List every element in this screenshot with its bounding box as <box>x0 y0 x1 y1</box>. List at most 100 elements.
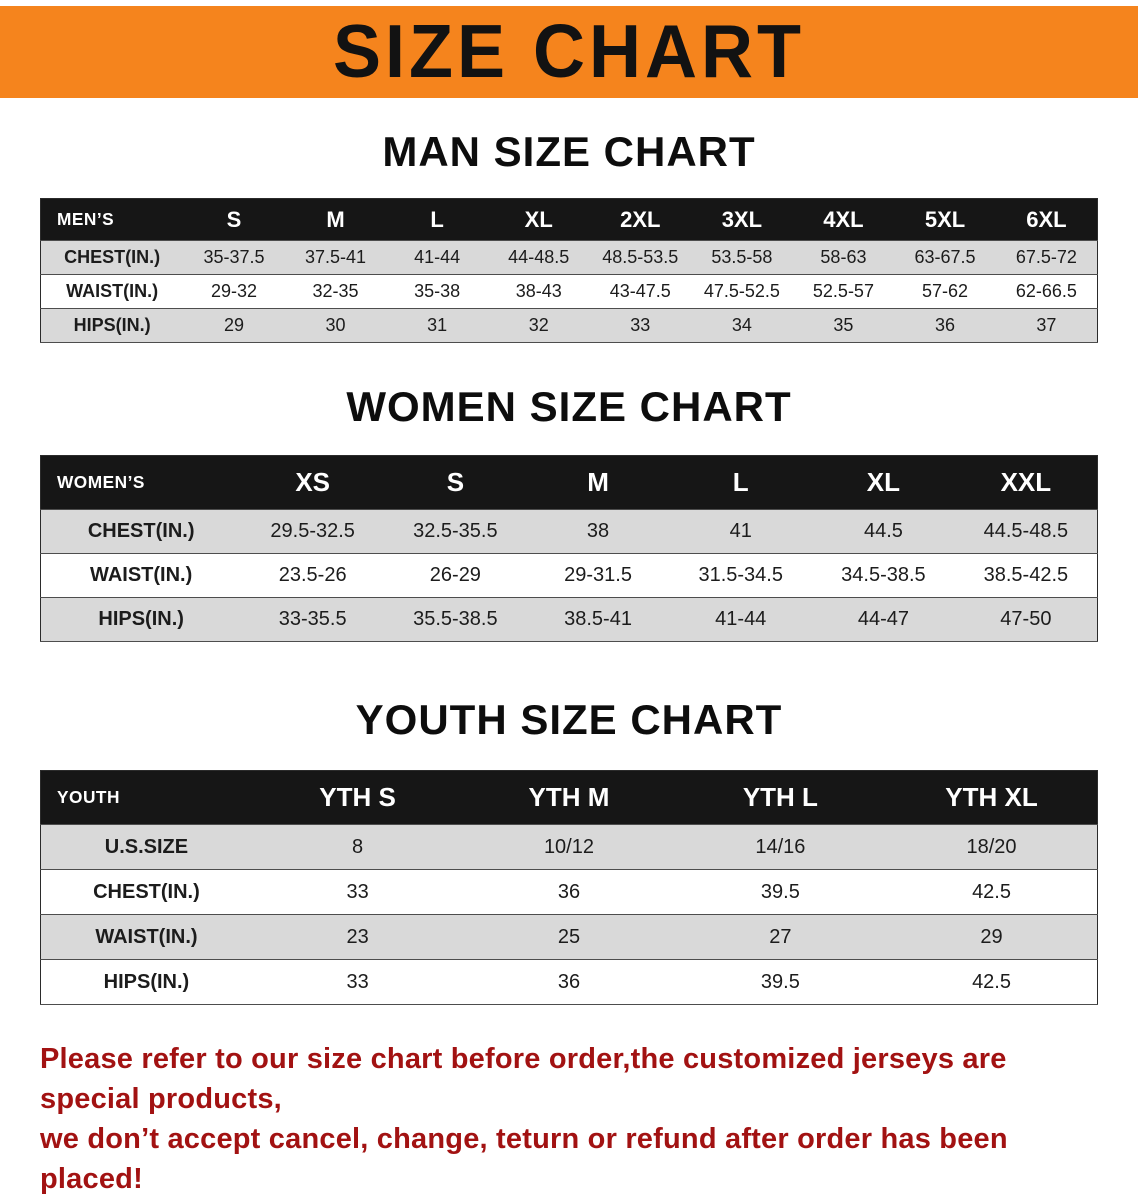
table-header-row: YOUTH YTH S YTH M YTH L YTH XL <box>40 770 1098 825</box>
size-column-header: XL <box>812 455 955 510</box>
size-value-cell: 14/16 <box>674 824 887 870</box>
size-column-header: L <box>669 455 813 510</box>
size-value-cell: 38.5-41 <box>526 597 670 642</box>
table-row: WAIST(IN.) 23 25 27 29 <box>40 914 1098 960</box>
size-value-cell: 37.5-41 <box>284 240 387 275</box>
size-column-header: YTH XL <box>886 770 1098 825</box>
size-value-cell: 36 <box>463 959 675 1005</box>
size-column-header: YTH L <box>674 770 887 825</box>
size-value-cell: 67.5-72 <box>995 240 1098 275</box>
size-value-cell: 62-66.5 <box>995 274 1098 309</box>
row-label-cell: CHEST(IN.) <box>40 509 242 554</box>
row-label-cell: HIPS(IN.) <box>40 597 242 642</box>
table-row: CHEST(IN.) 29.5-32.5 32.5-35.5 38 41 44.5 44.5… <box>40 509 1098 554</box>
row-label-cell: WAIST(IN.) <box>40 914 252 960</box>
size-column-header: 5XL <box>894 198 996 241</box>
size-column-header: 3XL <box>691 198 793 241</box>
size-chart-title: SIZE CHART <box>333 10 805 95</box>
size-value-cell: 47.5-52.5 <box>691 274 793 309</box>
size-value-cell: 29-32 <box>183 274 285 309</box>
size-value-cell: 35.5-38.5 <box>384 597 527 642</box>
size-value-cell: 29 <box>886 914 1098 960</box>
size-value-cell: 34.5-38.5 <box>812 553 955 598</box>
size-column-header: 6XL <box>995 198 1098 241</box>
size-value-cell: 38.5-42.5 <box>954 553 1098 598</box>
size-column-header: XXL <box>954 455 1098 510</box>
size-column-header: XL <box>487 198 590 241</box>
size-value-cell: 32-35 <box>284 274 387 309</box>
size-value-cell: 48.5-53.5 <box>589 240 692 275</box>
size-value-cell: 57-62 <box>894 274 996 309</box>
size-value-cell: 10/12 <box>463 824 675 870</box>
disclaimer-note: Please refer to our size chart before or… <box>40 1039 1098 1199</box>
size-value-cell: 33-35.5 <box>241 597 385 642</box>
size-value-cell: 37 <box>995 308 1098 343</box>
size-value-cell: 42.5 <box>886 959 1098 1005</box>
size-value-cell: 39.5 <box>674 869 887 915</box>
row-label-cell: U.S.SIZE <box>40 824 252 870</box>
size-value-cell: 29 <box>183 308 285 343</box>
size-value-cell: 25 <box>463 914 675 960</box>
men-section-heading: MAN SIZE CHART <box>382 128 756 175</box>
table-row: U.S.SIZE 8 10/12 14/16 18/20 <box>40 824 1098 870</box>
size-value-cell: 38-43 <box>487 274 590 309</box>
youth-size-table: YOUTH YTH S YTH M YTH L YTH XL U.S.SIZE 8 10/12… <box>40 770 1098 1005</box>
size-column-header: M <box>526 455 670 510</box>
size-value-cell: 58-63 <box>792 240 895 275</box>
table-row: WAIST(IN.) 23.5-26 26-29 29-31.5 31.5-34.5 34… <box>40 553 1098 598</box>
size-value-cell: 23.5-26 <box>241 553 385 598</box>
size-table: YOUTH YTH S YTH M YTH L YTH XL U.S.SIZE 8 10/12… <box>40 770 1098 1005</box>
size-value-cell: 44-47 <box>812 597 955 642</box>
size-value-cell: 41-44 <box>669 597 813 642</box>
table-row: HIPS(IN.) 33-35.5 35.5-38.5 38.5-41 41-44 44-… <box>40 597 1098 642</box>
mens-size-table: MEN’S S M L XL 2XL 3XL 4XL 5XL 6XL CHEST(IN.) 35-37… <box>40 198 1098 343</box>
size-value-cell: 23 <box>251 914 464 960</box>
size-column-header: S <box>384 455 527 510</box>
youth-section-heading: YOUTH SIZE CHART <box>355 696 783 743</box>
size-value-cell: 39.5 <box>674 959 887 1005</box>
size-table: WOMEN’S XS S M L XL XXL CHEST(IN.) 29.5-32.5 32.5… <box>40 455 1098 642</box>
size-table: MEN’S S M L XL 2XL 3XL 4XL 5XL 6XL CHEST(IN.) 35-37… <box>40 198 1098 343</box>
womens-size-table: WOMEN’S XS S M L XL XXL CHEST(IN.) 29.5-32.5 32.5… <box>40 455 1098 642</box>
table-title-cell: YOUTH <box>40 770 252 825</box>
size-column-header: S <box>183 198 285 241</box>
size-column-header: L <box>386 198 488 241</box>
size-column-header: YTH M <box>463 770 675 825</box>
size-value-cell: 29-31.5 <box>526 553 670 598</box>
size-value-cell: 42.5 <box>886 869 1098 915</box>
size-column-header: M <box>284 198 387 241</box>
table-header-row: MEN’S S M L XL 2XL 3XL 4XL 5XL 6XL <box>40 198 1098 241</box>
youth-size-section: YOUTH SIZE CHART YOUTH YTH S YTH M YTH L YTH… <box>0 696 1138 1005</box>
size-value-cell: 35-37.5 <box>183 240 285 275</box>
men-size-section: MAN SIZE CHART MEN’S S M L XL 2XL 3XL 4XL 5XL 6XL… <box>0 128 1138 343</box>
table-row: HIPS(IN.) 33 36 39.5 42.5 <box>40 959 1098 1005</box>
size-value-cell: 30 <box>284 308 387 343</box>
table-row: WAIST(IN.) 29-32 32-35 35-38 38-43 43-47.5 47.… <box>40 274 1098 309</box>
size-value-cell: 33 <box>589 308 692 343</box>
size-value-cell: 38 <box>526 509 670 554</box>
size-column-header: 4XL <box>792 198 895 241</box>
row-label-cell: HIPS(IN.) <box>40 959 252 1005</box>
size-value-cell: 32 <box>487 308 590 343</box>
disclaimer-line-1: Please refer to our size chart before or… <box>40 1043 1007 1115</box>
table-row: CHEST(IN.) 35-37.5 37.5-41 41-44 44-48.5 48.5… <box>40 240 1098 275</box>
women-section-heading: WOMEN SIZE CHART <box>346 383 792 430</box>
size-value-cell: 18/20 <box>886 824 1098 870</box>
table-title-cell: MEN’S <box>40 198 184 241</box>
size-value-cell: 44.5 <box>812 509 955 554</box>
size-column-header: XS <box>241 455 385 510</box>
size-value-cell: 41-44 <box>386 240 488 275</box>
size-value-cell: 35 <box>792 308 895 343</box>
size-value-cell: 47-50 <box>954 597 1098 642</box>
size-value-cell: 41 <box>669 509 813 554</box>
size-chart-banner: SIZE CHART <box>0 6 1138 98</box>
size-value-cell: 31.5-34.5 <box>669 553 813 598</box>
table-row: CHEST(IN.) 33 36 39.5 42.5 <box>40 869 1098 915</box>
size-value-cell: 35-38 <box>386 274 488 309</box>
table-title-cell: WOMEN’S <box>40 455 242 510</box>
size-value-cell: 32.5-35.5 <box>384 509 527 554</box>
size-value-cell: 44-48.5 <box>487 240 590 275</box>
size-value-cell: 8 <box>251 824 464 870</box>
size-value-cell: 26-29 <box>384 553 527 598</box>
row-label-cell: WAIST(IN.) <box>40 553 242 598</box>
